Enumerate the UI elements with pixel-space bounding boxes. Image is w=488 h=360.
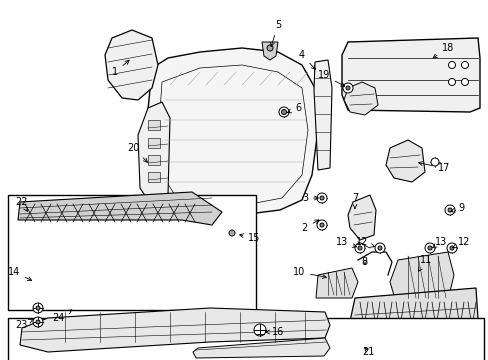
- Circle shape: [446, 243, 456, 253]
- Polygon shape: [18, 192, 222, 225]
- Circle shape: [447, 208, 451, 212]
- Circle shape: [33, 317, 43, 327]
- Circle shape: [354, 243, 364, 253]
- Circle shape: [319, 196, 324, 200]
- Text: 8: 8: [361, 257, 367, 267]
- Bar: [8, 318, 483, 360]
- Polygon shape: [389, 252, 453, 302]
- Circle shape: [266, 45, 272, 51]
- Text: 4: 4: [298, 50, 315, 69]
- Text: 10: 10: [292, 267, 325, 279]
- Text: 22: 22: [15, 197, 27, 211]
- Circle shape: [279, 107, 288, 117]
- Polygon shape: [20, 308, 329, 352]
- Polygon shape: [138, 102, 170, 202]
- Text: 23: 23: [16, 319, 33, 330]
- Text: 13: 13: [431, 237, 447, 248]
- Text: 19: 19: [317, 70, 344, 86]
- Polygon shape: [343, 82, 377, 115]
- Polygon shape: [346, 288, 479, 358]
- Circle shape: [449, 246, 453, 250]
- Text: 24: 24: [53, 310, 72, 323]
- Circle shape: [461, 62, 468, 68]
- Circle shape: [424, 243, 434, 253]
- Polygon shape: [262, 42, 278, 60]
- Circle shape: [346, 86, 349, 90]
- Bar: [148, 138, 160, 148]
- Text: 21: 21: [362, 347, 374, 357]
- Circle shape: [430, 158, 438, 166]
- Polygon shape: [315, 268, 357, 298]
- Text: 6: 6: [287, 103, 301, 113]
- Bar: [8, 195, 256, 310]
- Bar: [148, 120, 160, 130]
- Circle shape: [374, 243, 384, 253]
- Circle shape: [319, 223, 324, 227]
- Text: 13: 13: [335, 237, 356, 247]
- Text: 14: 14: [8, 267, 32, 280]
- Text: 7: 7: [351, 193, 357, 209]
- Text: 18: 18: [432, 43, 453, 58]
- Circle shape: [444, 205, 454, 215]
- Circle shape: [447, 62, 454, 68]
- Text: 1: 1: [112, 60, 129, 77]
- Text: 20: 20: [127, 143, 147, 162]
- Circle shape: [253, 324, 265, 336]
- Text: 9: 9: [450, 203, 463, 213]
- Polygon shape: [347, 195, 375, 240]
- Polygon shape: [222, 226, 242, 242]
- Polygon shape: [193, 338, 329, 358]
- Text: 16: 16: [265, 327, 284, 337]
- Circle shape: [316, 220, 326, 230]
- Polygon shape: [158, 65, 307, 205]
- Polygon shape: [148, 48, 317, 215]
- Circle shape: [228, 230, 235, 236]
- Circle shape: [377, 246, 381, 250]
- Polygon shape: [313, 60, 331, 170]
- Polygon shape: [105, 30, 158, 100]
- Bar: [148, 155, 160, 165]
- Circle shape: [36, 320, 40, 324]
- Text: 15: 15: [239, 233, 260, 243]
- Polygon shape: [385, 140, 424, 182]
- Circle shape: [461, 78, 468, 85]
- Circle shape: [316, 193, 326, 203]
- Text: 12: 12: [355, 237, 374, 247]
- Text: 11: 11: [418, 255, 431, 271]
- Text: 2: 2: [301, 220, 318, 233]
- Circle shape: [447, 78, 454, 85]
- Polygon shape: [341, 38, 479, 112]
- Text: 12: 12: [452, 237, 469, 248]
- Circle shape: [36, 306, 40, 310]
- Text: 17: 17: [418, 162, 449, 173]
- Circle shape: [281, 109, 286, 114]
- Text: 3: 3: [301, 193, 318, 203]
- Text: 5: 5: [270, 20, 281, 46]
- Circle shape: [427, 246, 431, 250]
- Circle shape: [342, 83, 352, 93]
- Circle shape: [357, 246, 361, 250]
- Bar: [148, 172, 160, 182]
- Circle shape: [33, 303, 43, 313]
